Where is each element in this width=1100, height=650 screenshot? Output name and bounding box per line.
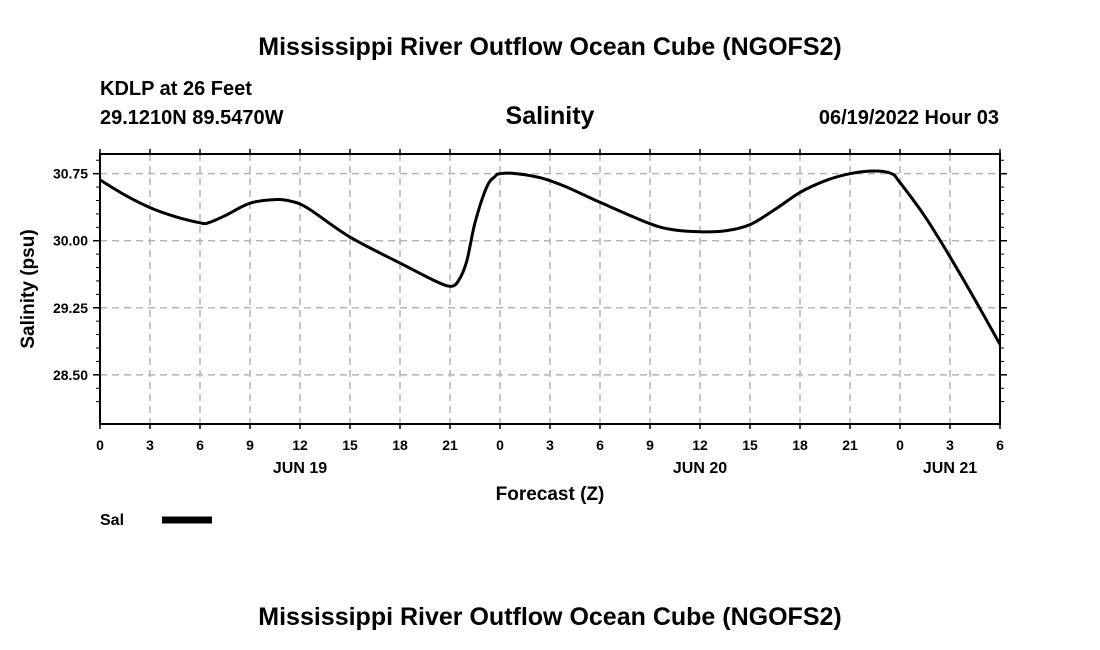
x-tick-label: 0 [896, 437, 904, 453]
x-axis: 0 3 6 9 12 15 18 21 0 3 6 9 12 15 18 21 0 3 6 [96, 149, 1004, 453]
day-labels: JUN 19 JUN 20 JUN 21 [273, 460, 977, 477]
x-tick-label: 18 [392, 437, 408, 453]
x-tick-label: 9 [246, 437, 254, 453]
x-tick-label: 15 [342, 437, 358, 453]
forecast-datetime: 06/19/2022 Hour 03 [819, 107, 999, 129]
y-tick-label: 30.00 [53, 233, 88, 249]
y-tick-label: 29.25 [53, 300, 88, 316]
x-tick-label: 9 [646, 437, 654, 453]
x-tick-label: 0 [96, 437, 104, 453]
x-tick-label: 15 [742, 437, 758, 453]
x-tick-label: 6 [996, 437, 1004, 453]
station-coordinates: 29.1210N 89.5470W [100, 107, 284, 129]
x-tick-label: 3 [146, 437, 154, 453]
day-label: JUN 20 [673, 460, 727, 477]
x-tick-label: 21 [842, 437, 858, 453]
x-tick-label: 3 [546, 437, 554, 453]
x-tick-label: 6 [196, 437, 204, 453]
y-tick-label: 28.50 [53, 367, 88, 383]
x-tick-label: 21 [442, 437, 458, 453]
day-label: JUN 21 [923, 460, 977, 477]
x-tick-label: 0 [496, 437, 504, 453]
x-tick-label: 18 [792, 437, 808, 453]
x-tick-label: 12 [692, 437, 708, 453]
grid-lines [100, 154, 1000, 424]
legend-label-sal: Sal [100, 512, 124, 529]
station-label: KDLP at 26 Feet [100, 78, 252, 100]
chart-main-title: Mississippi River Outflow Ocean Cube (NG… [258, 33, 841, 61]
series-line-sal [99, 169, 1002, 346]
footer-title: Mississippi River Outflow Ocean Cube (NG… [258, 603, 841, 631]
plot-frame [99, 153, 1001, 425]
chart-title: Salinity [506, 102, 595, 130]
x-tick-label: 3 [946, 437, 954, 453]
x-tick-label: 6 [596, 437, 604, 453]
y-tick-label: 30.75 [53, 166, 88, 182]
x-tick-label: 12 [292, 437, 308, 453]
y-axis-label: Salinity (psu) [18, 229, 39, 348]
y-axis: 30.75 30.00 29.25 28.50 [53, 166, 1007, 383]
day-label: JUN 19 [273, 460, 327, 477]
x-axis-label: Forecast (Z) [496, 484, 605, 505]
